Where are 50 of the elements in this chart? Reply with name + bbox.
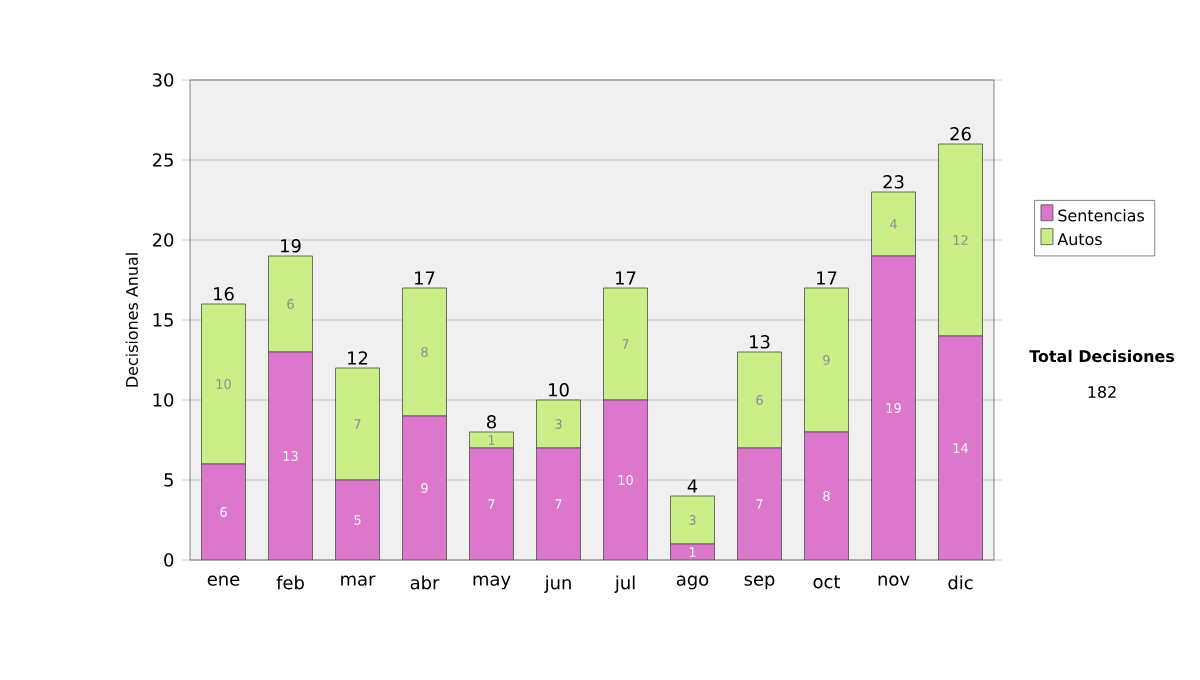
total-label: 17 bbox=[817, 271, 837, 285]
bar bbox=[603, 400, 648, 560]
total-label: 13 bbox=[750, 335, 770, 349]
total-label: 17 bbox=[616, 271, 636, 285]
x-tick-label: mar bbox=[341, 575, 376, 586]
total-label: 17 bbox=[415, 271, 435, 285]
y-tick-label: 0 bbox=[164, 553, 174, 567]
bar bbox=[737, 351, 782, 449]
bar bbox=[871, 256, 916, 560]
y-tick-label: 20 bbox=[152, 233, 174, 247]
total-label: 23 bbox=[883, 175, 904, 189]
total-label: 12 bbox=[348, 351, 368, 365]
bar bbox=[402, 416, 447, 560]
x-tick-label: abr bbox=[410, 575, 440, 590]
y-tick-label: 30 bbox=[153, 73, 174, 87]
y-tick-label: 25 bbox=[152, 153, 173, 167]
bar bbox=[268, 352, 313, 560]
bar bbox=[938, 335, 983, 560]
x-tick-label: jul bbox=[614, 575, 635, 593]
x-tick-label: jun bbox=[544, 575, 571, 593]
bar bbox=[737, 448, 782, 560]
y-tick-label: 10 bbox=[153, 393, 174, 407]
bar bbox=[469, 448, 514, 560]
bar bbox=[402, 287, 447, 417]
bar bbox=[201, 464, 246, 560]
total-label: 10 bbox=[549, 383, 569, 397]
x-tick-label: may bbox=[473, 575, 511, 590]
y-tick-label: 15 bbox=[153, 313, 173, 327]
bar bbox=[536, 448, 581, 560]
bar bbox=[804, 287, 849, 433]
bar bbox=[603, 287, 648, 401]
y-tick-label: 5 bbox=[164, 473, 173, 487]
x-tick-label: dic bbox=[948, 575, 973, 590]
total-label: 19 bbox=[281, 239, 301, 253]
x-tick-label: feb bbox=[276, 575, 304, 590]
bar bbox=[469, 431, 514, 449]
bar bbox=[536, 399, 581, 449]
total-label: 16 bbox=[214, 287, 234, 301]
total-label: 4 bbox=[687, 479, 698, 493]
x-tick-label: ago bbox=[676, 575, 709, 590]
x-tick-label: nov bbox=[878, 575, 910, 586]
x-tick-label: sep bbox=[744, 575, 775, 590]
total-label: 8 bbox=[487, 415, 496, 429]
bar bbox=[804, 432, 849, 560]
x-tick-label: oct bbox=[813, 575, 841, 589]
bar bbox=[335, 367, 380, 481]
bar bbox=[670, 495, 715, 545]
x-tick-label: ene bbox=[207, 575, 240, 586]
total-label: 26 bbox=[950, 127, 971, 141]
bar bbox=[335, 480, 380, 560]
